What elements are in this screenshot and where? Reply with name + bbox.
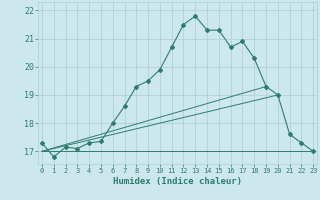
X-axis label: Humidex (Indice chaleur): Humidex (Indice chaleur): [113, 177, 242, 186]
